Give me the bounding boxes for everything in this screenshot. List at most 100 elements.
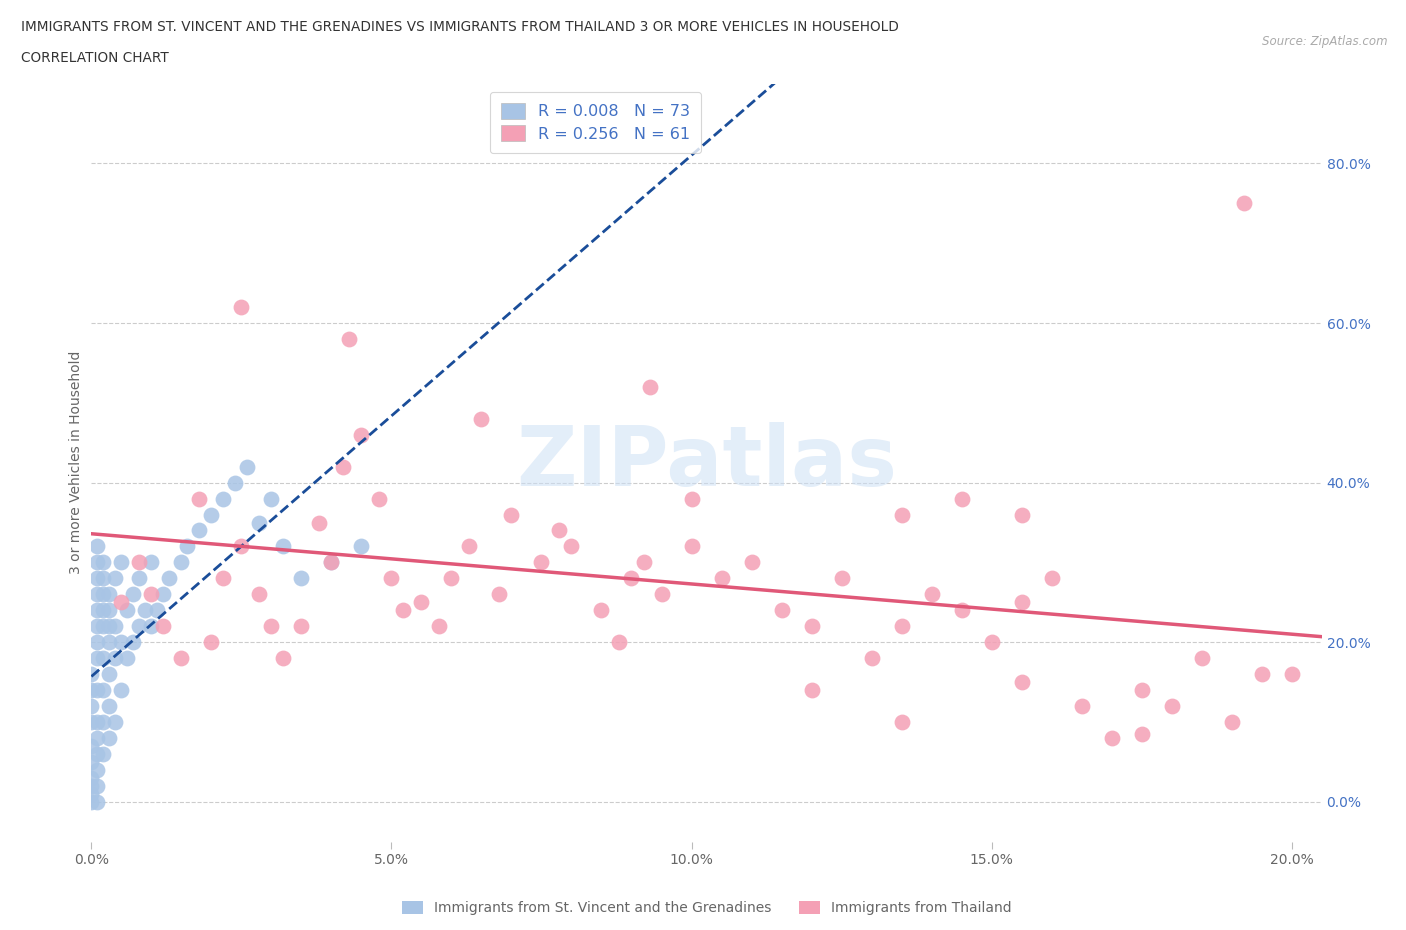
Point — [80, 683, 103, 698]
Text: Source: ZipAtlas.com: Source: ZipAtlas.com — [1263, 35, 1388, 48]
Point — [681, 491, 703, 506]
Point — [1040, 571, 1063, 586]
Point — [1011, 674, 1033, 689]
Point — [86, 539, 108, 554]
Point — [501, 507, 523, 522]
Point — [290, 618, 312, 633]
Point — [260, 618, 283, 633]
Point — [86, 794, 108, 809]
Point — [591, 603, 613, 618]
Point — [609, 635, 631, 650]
Point — [141, 555, 163, 570]
Point — [350, 539, 373, 554]
Point — [249, 587, 271, 602]
Point — [104, 651, 127, 666]
Point — [80, 754, 103, 769]
Point — [273, 651, 295, 666]
Point — [1011, 595, 1033, 610]
Point — [380, 571, 402, 586]
Point — [80, 794, 103, 809]
Point — [890, 714, 912, 729]
Point — [152, 618, 174, 633]
Point — [1233, 196, 1256, 211]
Point — [128, 618, 150, 633]
Point — [1101, 730, 1123, 745]
Point — [134, 603, 156, 618]
Point — [458, 539, 481, 554]
Point — [650, 587, 672, 602]
Point — [1281, 667, 1303, 682]
Point — [141, 587, 163, 602]
Point — [890, 507, 912, 522]
Point — [321, 555, 343, 570]
Point — [86, 778, 108, 793]
Point — [260, 491, 283, 506]
Point — [86, 651, 108, 666]
Point — [93, 571, 115, 586]
Point — [249, 515, 271, 530]
Point — [350, 427, 373, 442]
Point — [890, 618, 912, 633]
Point — [170, 651, 193, 666]
Point — [339, 332, 361, 347]
Point — [770, 603, 793, 618]
Point — [98, 587, 121, 602]
Point — [128, 571, 150, 586]
Point — [86, 635, 108, 650]
Point — [321, 555, 343, 570]
Point — [1130, 683, 1153, 698]
Point — [146, 603, 169, 618]
Point — [176, 539, 198, 554]
Point — [93, 683, 115, 698]
Point — [231, 539, 253, 554]
Point — [1250, 667, 1272, 682]
Point — [921, 587, 943, 602]
Point — [80, 778, 103, 793]
Y-axis label: 3 or more Vehicles in Household: 3 or more Vehicles in Household — [69, 351, 83, 575]
Point — [86, 747, 108, 762]
Point — [86, 763, 108, 777]
Point — [800, 618, 823, 633]
Point — [710, 571, 733, 586]
Point — [128, 555, 150, 570]
Point — [212, 491, 235, 506]
Point — [122, 587, 145, 602]
Point — [104, 714, 127, 729]
Point — [530, 555, 553, 570]
Point — [86, 730, 108, 745]
Point — [236, 459, 259, 474]
Point — [308, 515, 330, 530]
Point — [224, 475, 246, 490]
Point — [141, 618, 163, 633]
Point — [110, 635, 132, 650]
Point — [93, 555, 115, 570]
Point — [110, 555, 132, 570]
Point — [411, 595, 433, 610]
Point — [98, 730, 121, 745]
Point — [800, 683, 823, 698]
Point — [950, 491, 973, 506]
Point — [638, 379, 661, 394]
Point — [831, 571, 853, 586]
Point — [86, 683, 108, 698]
Point — [86, 603, 108, 618]
Point — [98, 618, 121, 633]
Point — [368, 491, 391, 506]
Point — [212, 571, 235, 586]
Point — [231, 299, 253, 314]
Point — [273, 539, 295, 554]
Point — [98, 667, 121, 682]
Text: IMMIGRANTS FROM ST. VINCENT AND THE GRENADINES VS IMMIGRANTS FROM THAILAND 3 OR : IMMIGRANTS FROM ST. VINCENT AND THE GREN… — [21, 20, 898, 34]
Point — [86, 618, 108, 633]
Point — [152, 587, 174, 602]
Point — [104, 571, 127, 586]
Point — [429, 618, 451, 633]
Point — [86, 714, 108, 729]
Point — [117, 651, 139, 666]
Point — [93, 603, 115, 618]
Point — [1070, 698, 1092, 713]
Point — [80, 714, 103, 729]
Point — [1160, 698, 1182, 713]
Point — [548, 523, 571, 538]
Point — [110, 683, 132, 698]
